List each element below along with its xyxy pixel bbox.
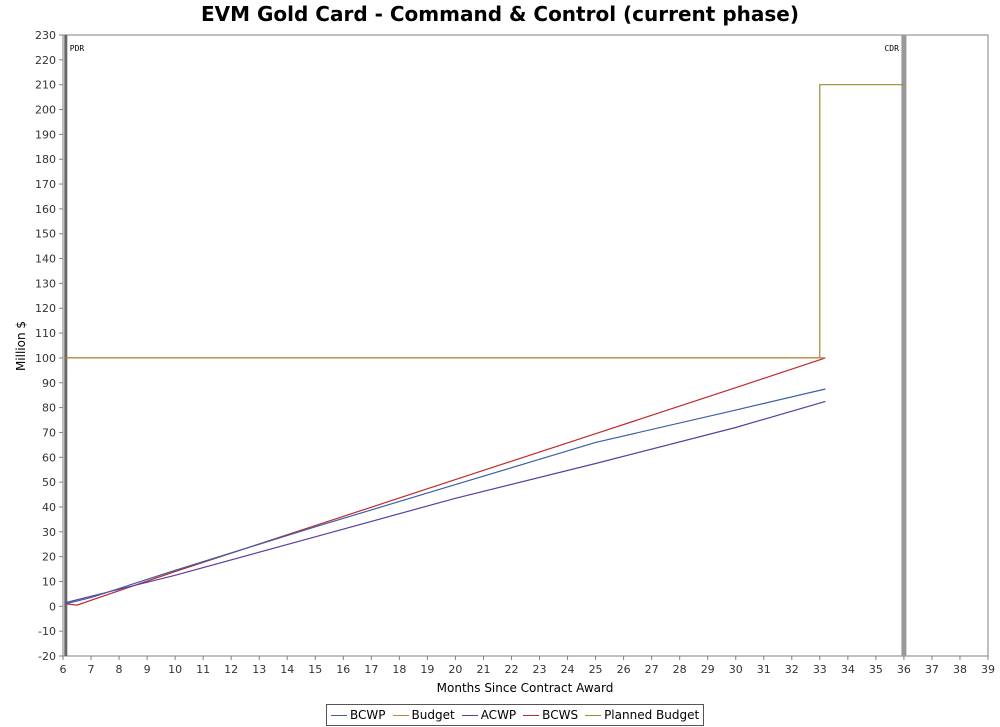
x-tick-label: 30 bbox=[729, 663, 743, 676]
x-tick-label: 18 bbox=[392, 663, 406, 676]
x-tick-label: 7 bbox=[88, 663, 95, 676]
y-tick-label: 40 bbox=[42, 501, 56, 514]
x-tick-label: 29 bbox=[701, 663, 715, 676]
y-tick-label: 140 bbox=[35, 253, 56, 266]
y-tick-label: 120 bbox=[35, 302, 56, 315]
x-tick-label: 8 bbox=[116, 663, 123, 676]
x-tick-label: 31 bbox=[757, 663, 771, 676]
y-tick-label: 190 bbox=[35, 128, 56, 141]
legend-label: BCWS bbox=[542, 708, 579, 722]
series-planned-budget-line bbox=[65, 84, 904, 359]
legend-swatch bbox=[523, 714, 540, 716]
x-tick-label: 32 bbox=[785, 663, 799, 676]
x-tick-label: 13 bbox=[252, 663, 266, 676]
x-tick-label: 12 bbox=[224, 663, 238, 676]
series-bcwp-line bbox=[65, 388, 826, 605]
legend-label: Budget bbox=[411, 708, 455, 722]
y-tick-label: 0 bbox=[49, 600, 56, 613]
legend-item-bcwp: BCWP bbox=[331, 708, 386, 722]
x-tick-label: 39 bbox=[981, 663, 995, 676]
x-tick-label: 28 bbox=[673, 663, 687, 676]
legend-swatch bbox=[461, 714, 478, 716]
x-tick-label: 17 bbox=[364, 663, 378, 676]
milestone-cdr-label: CDR bbox=[884, 44, 899, 53]
y-tick-label: 160 bbox=[35, 203, 56, 216]
x-tick-label: 22 bbox=[504, 663, 518, 676]
chart-legend: BCWP Budget ACWP BCWS Planned Budget bbox=[326, 704, 705, 726]
y-tick-label: 10 bbox=[42, 575, 56, 588]
x-tick-label: 19 bbox=[420, 663, 434, 676]
y-tick-label: 170 bbox=[35, 178, 56, 191]
x-tick-label: 15 bbox=[308, 663, 322, 676]
y-tick-label: 30 bbox=[42, 526, 56, 539]
legend-item-budget: Budget bbox=[392, 708, 455, 722]
x-tick-label: 23 bbox=[533, 663, 547, 676]
legend-label: BCWP bbox=[350, 708, 386, 722]
legend-label: ACWP bbox=[480, 708, 517, 722]
x-tick-label: 25 bbox=[589, 663, 603, 676]
x-tick-label: 38 bbox=[953, 663, 967, 676]
y-tick-label: 130 bbox=[35, 277, 56, 290]
x-tick-label: 36 bbox=[897, 663, 911, 676]
x-tick-label: 34 bbox=[841, 663, 855, 676]
x-tick-label: 16 bbox=[336, 663, 350, 676]
legend-swatch bbox=[392, 714, 409, 716]
chart-title: EVM Gold Card - Command & Control (curre… bbox=[201, 2, 799, 26]
y-tick-label: -10 bbox=[38, 625, 56, 638]
y-tick-label: 70 bbox=[42, 426, 56, 439]
y-tick-label: 210 bbox=[35, 79, 56, 92]
x-tick-label: 10 bbox=[168, 663, 182, 676]
y-tick-label: 80 bbox=[42, 402, 56, 415]
milestone-pdr-label: PDR bbox=[70, 44, 85, 53]
y-tick-label: -20 bbox=[38, 650, 56, 663]
y-tick-label: 20 bbox=[42, 551, 56, 564]
y-tick-label: 100 bbox=[35, 352, 56, 365]
series-acwp-line bbox=[65, 400, 826, 604]
legend-item-bcws: BCWS bbox=[523, 708, 578, 722]
y-tick-label: 180 bbox=[35, 153, 56, 166]
x-tick-label: 14 bbox=[280, 663, 294, 676]
legend-item-planned-budget: Planned Budget bbox=[585, 708, 699, 722]
x-tick-label: 26 bbox=[617, 663, 631, 676]
plot-frame bbox=[62, 34, 989, 657]
legend-label: Planned Budget bbox=[604, 708, 700, 722]
x-tick-label: 33 bbox=[813, 663, 827, 676]
x-tick-label: 37 bbox=[925, 663, 939, 676]
x-tick-label: 27 bbox=[645, 663, 659, 676]
series-bcws-line bbox=[65, 357, 826, 606]
x-tick-label: 6 bbox=[60, 663, 67, 676]
y-tick-label: 90 bbox=[42, 377, 56, 390]
x-tick-label: 20 bbox=[448, 663, 462, 676]
y-tick-label: 200 bbox=[35, 104, 56, 117]
x-tick-label: 24 bbox=[561, 663, 575, 676]
y-tick-label: 110 bbox=[35, 327, 56, 340]
x-tick-label: 35 bbox=[869, 663, 883, 676]
x-tick-label: 21 bbox=[476, 663, 490, 676]
y-tick-label: 220 bbox=[35, 54, 56, 67]
legend-swatch bbox=[585, 714, 602, 716]
y-tick-label: 230 bbox=[35, 29, 56, 42]
y-tick-label: 60 bbox=[42, 451, 56, 464]
legend-item-acwp: ACWP bbox=[461, 708, 517, 722]
x-tick-label: 11 bbox=[196, 663, 210, 676]
x-tick-label: 9 bbox=[144, 663, 151, 676]
y-tick-label: 50 bbox=[42, 476, 56, 489]
legend-swatch bbox=[331, 714, 347, 716]
x-axis-label: Months Since Contract Award bbox=[437, 681, 614, 695]
y-axis-label: Million $ bbox=[14, 321, 28, 371]
y-tick-label: 150 bbox=[35, 228, 56, 241]
